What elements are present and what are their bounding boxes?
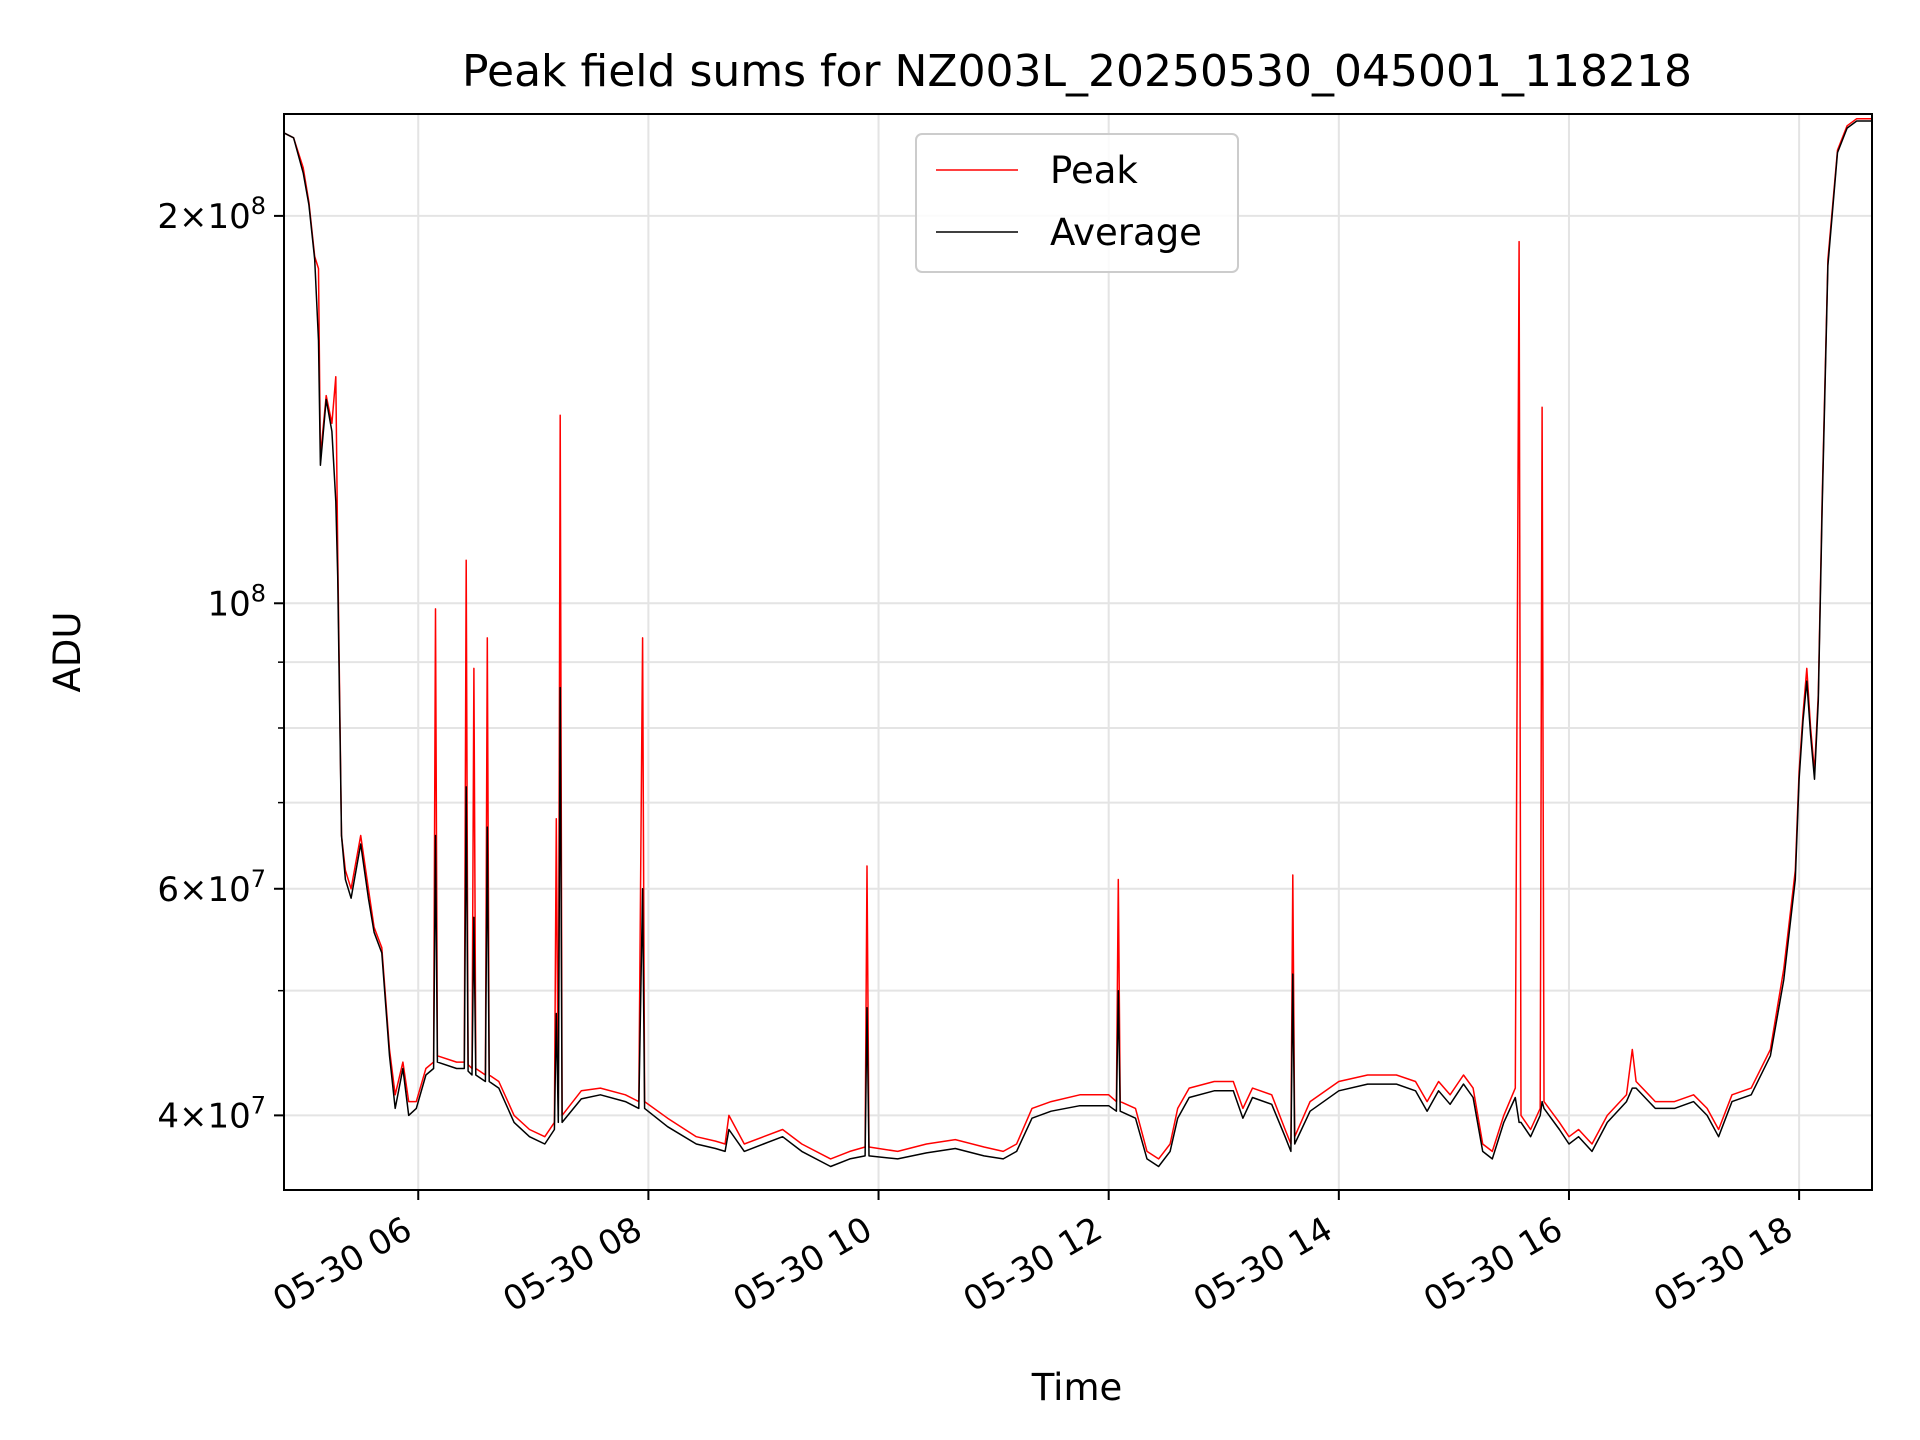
grid-lines: [284, 114, 1872, 1190]
legend: Peak Average: [915, 133, 1239, 273]
plot-frame: [283, 113, 1873, 1191]
series-layer: [283, 117, 1872, 1168]
y-axis-label: ADU: [46, 612, 89, 693]
y-tick-label: 2×108: [157, 192, 266, 237]
legend-label-average: Average: [1050, 211, 1202, 254]
y-tick-label: 4×107: [157, 1091, 266, 1136]
chart-title: Peak field sums for NZ003L_20250530_0450…: [462, 46, 1692, 97]
series-line-average: [283, 120, 1872, 1168]
y-tick-label: 108: [207, 579, 266, 624]
legend-label-peak: Peak: [1050, 149, 1138, 192]
y-tick-label: 6×107: [157, 865, 266, 910]
legend-box: [915, 133, 1239, 273]
y-ticks: 4×107 6×107 108 2×108: [157, 192, 284, 1136]
x-axis-label: Time: [1031, 1366, 1123, 1409]
series-line-peak: [283, 117, 1872, 1160]
